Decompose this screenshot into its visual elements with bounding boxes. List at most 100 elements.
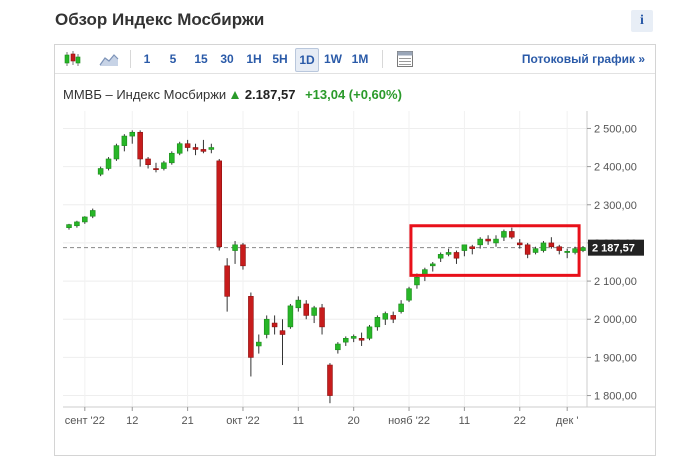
chart-toolbar: 1 5 15 30 1H 5H 1D 1W 1M Потоковый графи… [55, 45, 655, 74]
candle-body-up [113, 145, 120, 160]
candle [453, 250, 460, 264]
candle [437, 252, 444, 262]
candle-body-down [509, 231, 515, 238]
candle-body-up [437, 254, 444, 259]
period-1h[interactable]: 1H [246, 52, 262, 66]
candle-body-up [66, 224, 72, 228]
candle-body-up [430, 263, 436, 267]
x-tick-label: 21 [181, 415, 193, 427]
candle [469, 244, 476, 255]
candle [287, 303, 294, 329]
candle-body-up [82, 216, 88, 223]
candle [350, 334, 357, 343]
candle [224, 258, 230, 312]
table-view-icon[interactable] [396, 50, 414, 73]
period-30[interactable]: 30 [220, 52, 234, 66]
candle [74, 220, 80, 228]
candle-body-down [556, 246, 563, 251]
candlestick-icon[interactable] [63, 50, 81, 73]
candle-body-up [350, 336, 357, 339]
candle-body-up [493, 238, 499, 244]
candle-body-down [184, 143, 191, 148]
candle-body-up [564, 251, 570, 253]
candle-body-down [145, 158, 151, 165]
candle [532, 246, 539, 255]
candle-body-down [303, 303, 309, 316]
x-tick-label: дек ' [556, 415, 579, 427]
page-title: Обзор Индекс Мосбиржи [55, 10, 265, 29]
candle-body-up [445, 252, 452, 255]
candle-body-down [153, 168, 159, 171]
candle-body-up [105, 158, 112, 169]
toolbar-divider [130, 50, 131, 68]
candle [390, 311, 396, 324]
x-tick-label: 11 [459, 415, 470, 427]
candle-body-down [524, 244, 531, 255]
candle-body-up [374, 317, 381, 328]
candle [485, 235, 491, 245]
candle-body-up [414, 276, 420, 286]
x-tick-label: 22 [514, 415, 526, 427]
x-tick-label: окт '22 [226, 415, 259, 427]
candle-body-up [74, 221, 80, 227]
candle-body-up [501, 231, 507, 238]
candle-body-down [216, 160, 222, 248]
candle-body-down [469, 246, 476, 249]
candle [232, 241, 238, 264]
candle-body-down [358, 338, 365, 341]
info-button[interactable]: i [631, 10, 653, 32]
candle-body-up [477, 238, 483, 246]
candle [382, 311, 389, 325]
chart-panel: 1 5 15 30 1H 5H 1D 1W 1M Потоковый графи… [54, 44, 656, 456]
candle-body-up [343, 338, 349, 343]
last-price-tag-label: 2 187,57 [592, 243, 635, 255]
streaming-chart-link[interactable]: Потоковый график » [521, 52, 645, 66]
candle [327, 363, 333, 404]
last-price-tag [588, 239, 644, 256]
candle-body-down [390, 315, 396, 320]
period-5[interactable]: 5 [169, 52, 177, 66]
candle [580, 245, 586, 253]
y-tick-label: 1 900,00 [594, 352, 637, 364]
candle-body-up [335, 343, 341, 351]
period-5h[interactable]: 5H [272, 52, 288, 66]
candle-body-up [89, 210, 96, 217]
y-tick-label: 2 100,00 [594, 276, 637, 288]
candle [303, 300, 309, 320]
candle [82, 216, 88, 224]
candle-body-down [224, 265, 230, 297]
candle [145, 157, 151, 169]
candle-body-up [263, 318, 270, 335]
area-chart-icon[interactable] [99, 50, 119, 73]
toolbar-divider [382, 50, 383, 68]
candle [374, 315, 381, 331]
candle-body-down [279, 330, 286, 335]
period-1m[interactable]: 1M [351, 52, 369, 66]
candle [398, 300, 404, 314]
candle-body-up [97, 168, 104, 175]
candle-body-up [256, 341, 262, 347]
y-tick-label: 1 800,00 [594, 391, 637, 403]
candle [540, 241, 547, 253]
candle [121, 134, 128, 152]
candle-body-up [176, 143, 183, 154]
candle-body-up [461, 244, 468, 251]
candle [430, 262, 436, 272]
candle-body-down [485, 238, 491, 242]
period-15[interactable]: 15 [194, 52, 208, 66]
candle-body-up [540, 242, 547, 251]
candle [216, 158, 222, 251]
candle [184, 139, 191, 152]
x-tick-label: 11 [293, 415, 304, 427]
period-1w[interactable]: 1W [324, 52, 342, 66]
candle [477, 237, 483, 249]
period-1d[interactable]: 1D [295, 48, 319, 72]
candle-body-down [192, 147, 199, 150]
last-price: 2.187,57 [244, 87, 296, 102]
highlight-box [409, 224, 581, 277]
candle-body-down [240, 244, 246, 267]
candlestick-chart: 2 500,002 400,002 300,002 200,002 100,00… [63, 111, 655, 427]
candle [263, 315, 270, 339]
candle [509, 227, 515, 240]
period-1[interactable]: 1 [143, 52, 151, 66]
